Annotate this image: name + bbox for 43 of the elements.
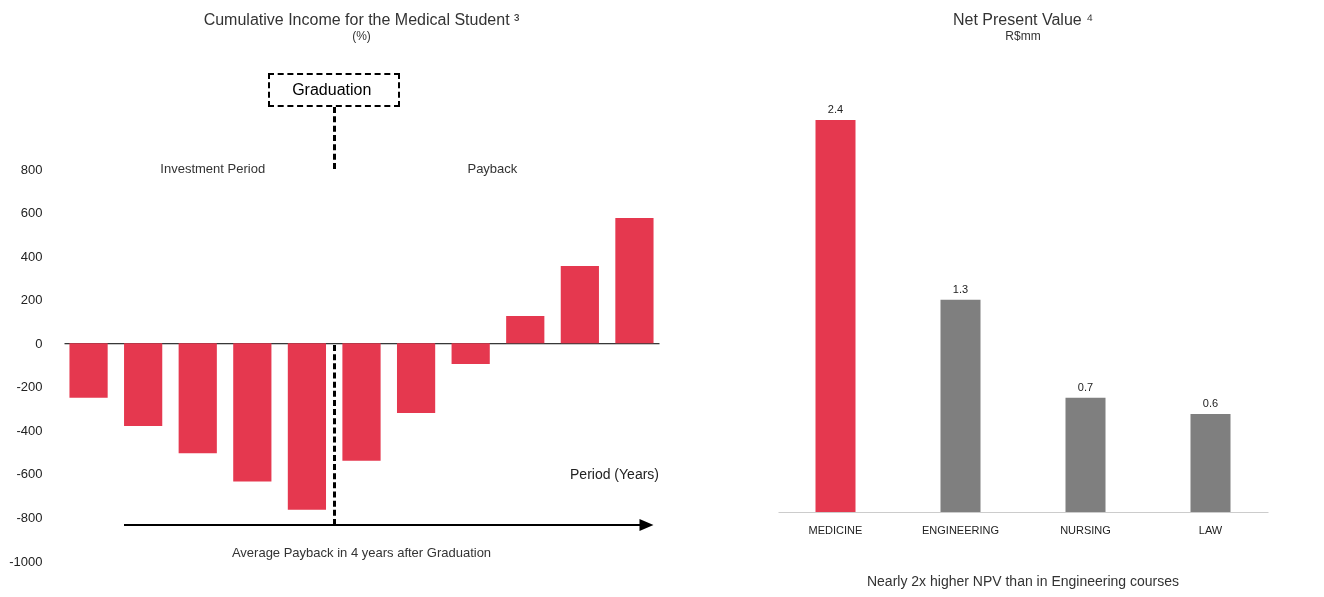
bar — [287, 343, 327, 510]
x-axis-title: Period (Years) — [570, 465, 659, 482]
bar — [342, 343, 381, 461]
x-tick-label: MEDICINE — [808, 523, 863, 536]
chart-title: Net Present Value ⁴ — [953, 11, 1094, 28]
y-tick-label: -1000 — [9, 553, 43, 569]
annotation: Investment Period — [160, 161, 266, 176]
bar — [69, 343, 108, 398]
chart-subtitle: R$mm — [1005, 29, 1041, 43]
chart-title: Cumulative Income for the Medical Student ³ — [203, 11, 521, 28]
bar — [1190, 414, 1231, 512]
bar — [233, 343, 272, 482]
data-label: 1.3 — [952, 282, 969, 295]
annotation: Payback — [467, 161, 518, 176]
bar — [451, 343, 490, 364]
text: Nearly 2x higher NPV than in Engineering courses — [866, 573, 1180, 589]
bar — [396, 343, 436, 413]
x-tick-label: LAW — [1198, 523, 1223, 536]
y-tick-label: 400 — [20, 248, 43, 264]
bar — [1065, 397, 1106, 512]
bar — [124, 343, 163, 426]
y-tick-label: -200 — [16, 379, 43, 395]
y-tick-label: -800 — [16, 509, 43, 525]
x-tick-label: NURSING — [1060, 523, 1111, 536]
y-tick-label: 200 — [20, 292, 43, 308]
x-tick-label: ENGINEERING — [921, 523, 1000, 536]
y-tick-label: -600 — [16, 466, 43, 482]
bar — [815, 120, 856, 512]
bar — [560, 265, 599, 344]
bar — [615, 218, 654, 344]
y-tick-label: 600 — [20, 205, 43, 221]
y-tick-label: 0 — [35, 335, 43, 351]
bar — [178, 343, 217, 454]
data-label: 2.4 — [827, 103, 844, 115]
y-tick-label: -400 — [16, 422, 43, 438]
bar — [506, 316, 545, 344]
chart-subtitle: (%) — [352, 29, 371, 43]
bar — [940, 299, 981, 512]
data-label: 0.6 — [1202, 397, 1219, 409]
data-label: 0.7 — [1077, 380, 1094, 393]
y-tick-label: 800 — [20, 161, 43, 177]
text: Graduation — [292, 81, 372, 98]
annotation: Average Payback in 4 years after Graduation — [231, 545, 492, 560]
